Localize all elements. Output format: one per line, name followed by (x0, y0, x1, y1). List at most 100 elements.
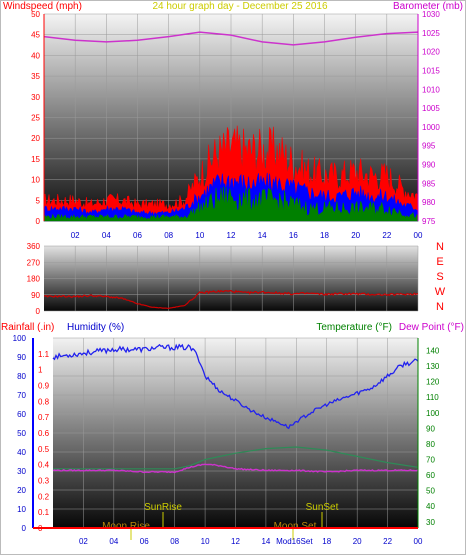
windspeed-tick-label: 30 (31, 93, 40, 102)
temperature-tick-label: 70 (426, 455, 435, 464)
windspeed-tick-labels: 0 5 10 15 20 25 30 35 40 45 50 (31, 10, 40, 226)
barometer-tick-label: 1000 (422, 123, 440, 132)
temperature-tick-labels: 30 40 50 60 70 80 90 100 110 120 130 140 (426, 346, 440, 526)
humidity-line (52, 343, 419, 430)
direction-line (44, 289, 419, 310)
rainfall-tick-label: 0.4 (38, 461, 50, 470)
rainfall-tick-label: 0.3 (38, 477, 50, 486)
barometer-tick-label: 1030 (422, 10, 440, 19)
humidity-tick-labels: 0 10 20 30 40 50 60 70 80 90 100 (13, 334, 27, 533)
wind-x-tick-label: 10 (195, 231, 204, 240)
wind-series (43, 31, 419, 222)
windspeed-tick-label: 0 (36, 217, 41, 226)
temperature-tick-label: 120 (426, 378, 440, 387)
barometer-tick-label: 990 (422, 161, 436, 170)
wind-x-tick-label: 04 (102, 231, 111, 240)
barometer-tick-label: 975 (422, 217, 436, 226)
direction-degree-label: 0 (36, 307, 41, 316)
barometer-line (43, 31, 419, 46)
humidity-tick-label: 30 (17, 467, 26, 476)
barometer-tick-label: 995 (422, 142, 436, 151)
climate-x-tick-label: 18 (322, 537, 331, 546)
barometer-tick-labels: 975 980 985 990 995 1000 1005 1010 1015 1020 1025 1… (422, 10, 440, 226)
climate-x-tick-label: 22 (383, 537, 392, 546)
windspeed-tick-label: 10 (31, 176, 40, 185)
rainfall-tick-label: 0.5 (38, 445, 50, 454)
humidity-tick-label: 40 (17, 448, 26, 457)
climate-x-tick-label: 06 (140, 537, 149, 546)
barometer-tick-label: 985 (422, 179, 436, 188)
temperature-tick-label: 110 (426, 393, 439, 402)
direction-degree-label: 360 (27, 242, 41, 251)
direction-degree-label: 90 (31, 291, 40, 300)
windspeed-tick-label: 50 (31, 10, 40, 19)
humidity-tick-label: 90 (17, 353, 26, 362)
climate-x-tick-label: 00 (414, 537, 423, 546)
climate-x-tick-label: 20 (353, 537, 362, 546)
compass-label: N (436, 241, 444, 253)
direction-grid (44, 245, 419, 312)
humidity-tick-label: 80 (17, 372, 26, 381)
sunset-label: SunSet (306, 502, 339, 513)
graph-title-separator: - (234, 1, 243, 12)
rainfall-tick-label: 1.1 (38, 350, 50, 359)
humidity-axis-label: Humidity (%) (67, 322, 124, 333)
humidity-tick-label: 70 (17, 391, 26, 400)
climate-x-tick-label: 08 (170, 537, 179, 546)
climate-x-tick-label: 04 (109, 537, 118, 546)
temperature-axis-label: Temperature (°F) (316, 322, 392, 333)
direction-degree-label: 180 (27, 275, 41, 284)
climate-x-tick-labels: 02 04 06 08 10 12 14 Mod16Set 18 20 22 00 (79, 537, 423, 546)
wind-panel: Windspeed (mph) 24 hour graph day - Dece… (3, 1, 463, 240)
climate-x-tick-label: 10 (201, 537, 210, 546)
rainfall-axis-label: Rainfall (.in) (1, 322, 54, 333)
wind-x-tick-label: 02 (71, 231, 80, 240)
temperature-line (53, 446, 419, 470)
sunrise-label: SunRise (144, 502, 182, 513)
wind-x-tick-label: 18 (320, 231, 329, 240)
compass-label: S (436, 271, 443, 283)
moon-set-time-label: Mod16Set (276, 537, 313, 546)
direction-degree-label: 270 (27, 258, 41, 267)
barometer-tick-label: 1010 (422, 85, 440, 94)
graph-title-text: 24 hour graph day (152, 1, 233, 12)
temperature-tick-label: 30 (426, 518, 435, 527)
compass-label: E (436, 256, 443, 268)
windspeed-tick-label: 20 (31, 134, 40, 143)
dewpoint-axis-label: Dew Point (°F) (399, 322, 464, 333)
wind-x-tick-label: 12 (227, 231, 236, 240)
direction-series (44, 289, 419, 310)
compass-label: W (435, 286, 446, 298)
humidity-tick-label: 0 (22, 524, 27, 533)
sun-moon-events: SunRise SunSet Moon Rise Moon Set (102, 502, 339, 540)
graph-title: 24 hour graph day - December 25 2016 (152, 1, 328, 12)
humidity-tick-label: 50 (17, 429, 26, 438)
moonrise-label: Moon Rise (102, 521, 150, 532)
rainfall-tick-label: 0.1 (38, 508, 50, 517)
temperature-tick-label: 60 (426, 471, 435, 480)
barometer-tick-label: 1025 (422, 29, 440, 38)
windspeed-tick-label: 5 (36, 196, 41, 205)
wind-x-tick-labels: 02 04 06 08 10 12 14 16 18 20 22 00 (71, 231, 423, 240)
rainfall-tick-label: 0.2 (38, 492, 50, 501)
climate-panel: Rainfall (.in) Humidity (%) Temperature … (1, 322, 464, 546)
temperature-tick-label: 100 (426, 409, 440, 418)
rainfall-tick-label: 0.7 (38, 413, 50, 422)
barometer-tick-label: 1005 (422, 104, 440, 113)
temperature-tick-label: 90 (426, 424, 435, 433)
climate-x-tick-label: 02 (79, 537, 88, 546)
barometer-tick-label: 1015 (422, 66, 440, 75)
barometer-tick-label: 1020 (422, 48, 440, 57)
dewpoint-line (52, 463, 419, 474)
temperature-tick-label: 40 (426, 502, 435, 511)
wind-lull-area (43, 186, 419, 222)
temperature-tick-label: 50 (426, 487, 435, 496)
temperature-tick-label: 130 (426, 362, 440, 371)
climate-x-tick-label: 14 (261, 537, 270, 546)
wind-x-tick-label: 08 (164, 231, 173, 240)
rainfall-tick-label: 0.9 (38, 382, 50, 391)
windspeed-tick-label: 45 (31, 31, 40, 40)
windspeed-axis-label: Windspeed (mph) (3, 1, 82, 12)
